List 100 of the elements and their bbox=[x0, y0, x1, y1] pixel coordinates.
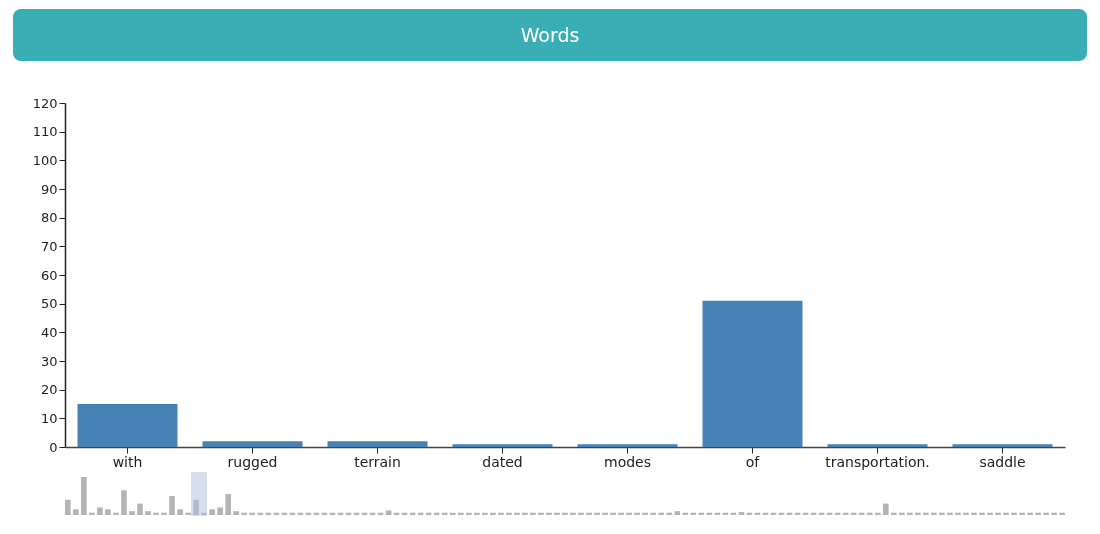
bar bbox=[578, 512, 584, 515]
bar bbox=[449, 512, 456, 515]
bar bbox=[666, 512, 673, 515]
chart-title: Words bbox=[13, 9, 1087, 61]
bar bbox=[952, 444, 1053, 447]
bar bbox=[452, 444, 553, 447]
y-tick-label: 90 bbox=[40, 181, 58, 197]
bar bbox=[979, 512, 985, 515]
bar bbox=[1059, 512, 1065, 515]
bar bbox=[169, 496, 175, 515]
bar bbox=[618, 512, 624, 515]
y-tick-label: 20 bbox=[40, 382, 58, 398]
bar bbox=[185, 512, 191, 515]
bar bbox=[265, 512, 272, 515]
bar bbox=[650, 512, 657, 515]
y-tick-label: 80 bbox=[40, 210, 58, 226]
bar bbox=[947, 512, 953, 515]
bar bbox=[225, 494, 231, 515]
bar bbox=[987, 512, 993, 515]
y-tick-label: 100 bbox=[32, 152, 58, 168]
bar bbox=[249, 512, 256, 515]
bar bbox=[457, 512, 464, 515]
bar bbox=[658, 512, 665, 515]
bar bbox=[899, 512, 905, 515]
bar bbox=[642, 512, 648, 515]
bar bbox=[77, 404, 178, 447]
bar bbox=[506, 512, 512, 515]
x-tick-label: terrain bbox=[354, 453, 401, 470]
x-tick-label: dated bbox=[482, 453, 523, 470]
x-tick-label: saddle bbox=[979, 453, 1026, 470]
bar bbox=[827, 444, 928, 447]
bar bbox=[931, 512, 937, 515]
y-tick-label: 70 bbox=[40, 238, 58, 254]
bar bbox=[939, 512, 945, 515]
bar bbox=[257, 512, 264, 515]
bar bbox=[858, 512, 865, 515]
bar bbox=[89, 512, 95, 515]
bar bbox=[1011, 512, 1017, 515]
bar bbox=[874, 512, 881, 515]
bar bbox=[554, 512, 560, 515]
bar bbox=[1051, 512, 1057, 515]
y-tick-label: 120 bbox=[32, 95, 58, 111]
bar bbox=[963, 512, 969, 515]
bar bbox=[241, 512, 248, 515]
bar bbox=[602, 512, 608, 515]
bar bbox=[923, 512, 929, 515]
bar bbox=[385, 510, 392, 515]
bar bbox=[682, 512, 689, 515]
bar bbox=[73, 509, 79, 515]
bar bbox=[1003, 512, 1009, 515]
bar bbox=[586, 512, 592, 515]
bar bbox=[202, 441, 303, 447]
bar bbox=[201, 512, 207, 515]
bar bbox=[1035, 512, 1041, 515]
bar bbox=[866, 512, 873, 515]
bar bbox=[546, 512, 552, 515]
bar bbox=[498, 512, 504, 515]
bar bbox=[441, 512, 448, 515]
bar bbox=[530, 512, 536, 515]
bar bbox=[634, 512, 640, 515]
y-tick-label: 40 bbox=[40, 324, 58, 340]
bar bbox=[882, 503, 889, 515]
bar bbox=[233, 511, 240, 515]
y-tick-label: 110 bbox=[32, 124, 58, 140]
x-tick-label: modes bbox=[604, 453, 651, 470]
bar bbox=[1019, 512, 1025, 515]
bar bbox=[907, 512, 913, 515]
bar bbox=[65, 499, 71, 515]
x-tick-label: of bbox=[745, 453, 761, 470]
bar bbox=[626, 512, 632, 515]
bar bbox=[610, 512, 616, 515]
y-tick-label: 10 bbox=[40, 410, 58, 426]
bar bbox=[1043, 512, 1049, 515]
bar bbox=[702, 300, 803, 447]
bar bbox=[522, 512, 528, 515]
bar bbox=[97, 507, 103, 515]
bar bbox=[594, 512, 600, 515]
bar bbox=[465, 512, 472, 515]
x-tick-label: with bbox=[112, 453, 143, 470]
bar bbox=[995, 512, 1001, 515]
y-tick-label: 30 bbox=[40, 353, 58, 369]
bar bbox=[890, 512, 897, 515]
bar bbox=[1027, 512, 1033, 515]
bar bbox=[177, 509, 183, 515]
bar bbox=[577, 444, 678, 447]
bar bbox=[538, 512, 544, 515]
bar bbox=[955, 512, 961, 515]
bar bbox=[482, 512, 488, 515]
bar bbox=[153, 512, 159, 515]
bar bbox=[490, 512, 496, 515]
bar bbox=[105, 509, 111, 515]
bar bbox=[473, 512, 480, 515]
bar bbox=[137, 503, 143, 515]
y-tick-label: 60 bbox=[40, 267, 58, 283]
bar bbox=[327, 441, 428, 447]
bar bbox=[217, 507, 223, 515]
bar bbox=[113, 512, 119, 515]
bar bbox=[514, 512, 520, 515]
bar bbox=[81, 477, 87, 515]
bar bbox=[562, 512, 568, 515]
